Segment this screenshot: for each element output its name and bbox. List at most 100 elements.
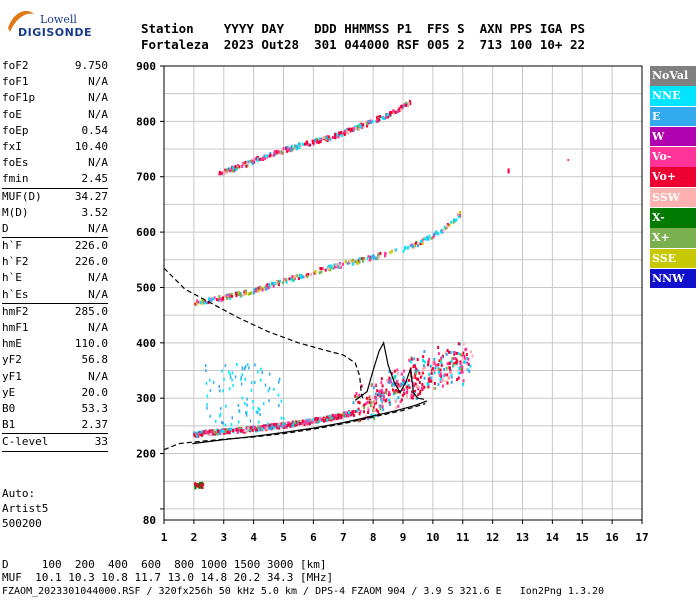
echo-point: [248, 366, 250, 370]
echo-point: [204, 431, 207, 435]
echo-point: [389, 377, 392, 381]
echo-point: [245, 413, 248, 417]
echo-point: [305, 421, 308, 425]
echo-point: [366, 122, 369, 126]
echo-point: [414, 376, 417, 380]
echo-point: [218, 432, 221, 436]
echo-point: [442, 229, 445, 233]
echo-point: [442, 354, 445, 358]
header-values: Fortaleza 2023 Out28 301 044000 RSF 005 …: [141, 37, 586, 52]
x-tick-label: 10: [426, 531, 439, 544]
echo-point: [351, 262, 354, 266]
echo-point: [450, 370, 453, 374]
echo-point: [316, 420, 319, 424]
echo-point: [315, 140, 318, 144]
echo-point: [360, 257, 363, 261]
echo-point: [379, 407, 382, 411]
echo-point: [396, 368, 399, 372]
echo-point: [275, 281, 278, 285]
echo-point: [254, 380, 256, 384]
echo-point: [390, 384, 393, 388]
echo-point: [375, 116, 378, 120]
echo-point: [456, 213, 459, 217]
echo-point: [374, 392, 377, 396]
echo-point: [256, 426, 259, 430]
echo-point: [362, 410, 365, 414]
echo-point: [259, 425, 262, 429]
echo-point: [286, 148, 289, 152]
echo-point: [356, 409, 359, 413]
echo-point: [328, 265, 331, 269]
echo-point: [303, 275, 306, 279]
echo-point: [369, 397, 372, 401]
echo-point: [448, 362, 451, 366]
echo-point: [274, 150, 277, 154]
echo-point: [252, 425, 255, 429]
echo-point: [393, 383, 396, 387]
echo-point: [303, 423, 306, 427]
echo-point: [213, 296, 216, 300]
x-tick-label: 1: [161, 531, 168, 544]
echo-point: [292, 147, 295, 151]
echo-point: [351, 410, 354, 414]
echo-point: [461, 370, 464, 374]
echo-point: [299, 275, 302, 279]
param-row: B0 53.3: [2, 401, 108, 417]
echo-point: [414, 389, 417, 393]
echo-point: [342, 412, 345, 416]
echo-point: [435, 230, 438, 234]
echo-point: [467, 362, 470, 366]
echo-point: [307, 420, 310, 424]
echo-point: [358, 393, 361, 397]
echo-point: [244, 402, 246, 406]
echo-point: [379, 396, 382, 400]
echo-point: [238, 426, 241, 430]
echo-point: [377, 255, 380, 259]
echo-point: [205, 430, 208, 434]
echo-point: [267, 422, 269, 426]
echo-point: [292, 276, 295, 280]
echo-point: [257, 286, 260, 290]
echo-point: [273, 152, 276, 156]
echo-point: [405, 395, 408, 399]
echo-point: [195, 302, 198, 306]
echo-point: [358, 401, 361, 405]
echo-point: [373, 409, 376, 413]
echo-point: [410, 243, 413, 247]
echo-point: [259, 412, 261, 416]
echo-point: [346, 261, 349, 265]
echo-point: [381, 384, 384, 388]
echo-point: [432, 235, 435, 239]
artist-version: Artist5: [2, 502, 49, 515]
echo-point: [262, 424, 265, 428]
echo-point: [196, 484, 199, 488]
echo-point: [372, 254, 375, 258]
echo-point: [420, 386, 423, 390]
echo-point: [396, 384, 399, 388]
echo-point: [234, 291, 237, 295]
echo-point: [206, 406, 208, 410]
echo-point: [435, 363, 438, 367]
param-row: h`F 226.0: [2, 238, 108, 254]
echo-point: [256, 411, 259, 415]
param-row: h`E N/A: [2, 270, 108, 286]
echo-point: [257, 157, 260, 161]
echo-point: [423, 350, 426, 354]
echo-point: [278, 377, 281, 381]
echo-point: [321, 418, 324, 422]
echo-point: [393, 369, 396, 373]
echo-point: [252, 290, 255, 294]
param-label: hmF1: [2, 321, 29, 334]
echo-point: [428, 234, 431, 238]
echo-point: [224, 169, 227, 173]
logo-text-lowell: Lowell: [40, 13, 77, 26]
param-value: 2.37: [81, 418, 109, 432]
echo-point: [407, 102, 410, 106]
file-info-line: FZAOM_2023301044000.RSF / 320fx256h 50 k…: [2, 586, 605, 597]
echo-point: [264, 156, 267, 160]
echo-point: [244, 367, 246, 371]
echo-point: [299, 144, 302, 148]
echo-point: [357, 260, 360, 264]
echo-point: [210, 433, 213, 437]
echo-point: [210, 298, 213, 302]
